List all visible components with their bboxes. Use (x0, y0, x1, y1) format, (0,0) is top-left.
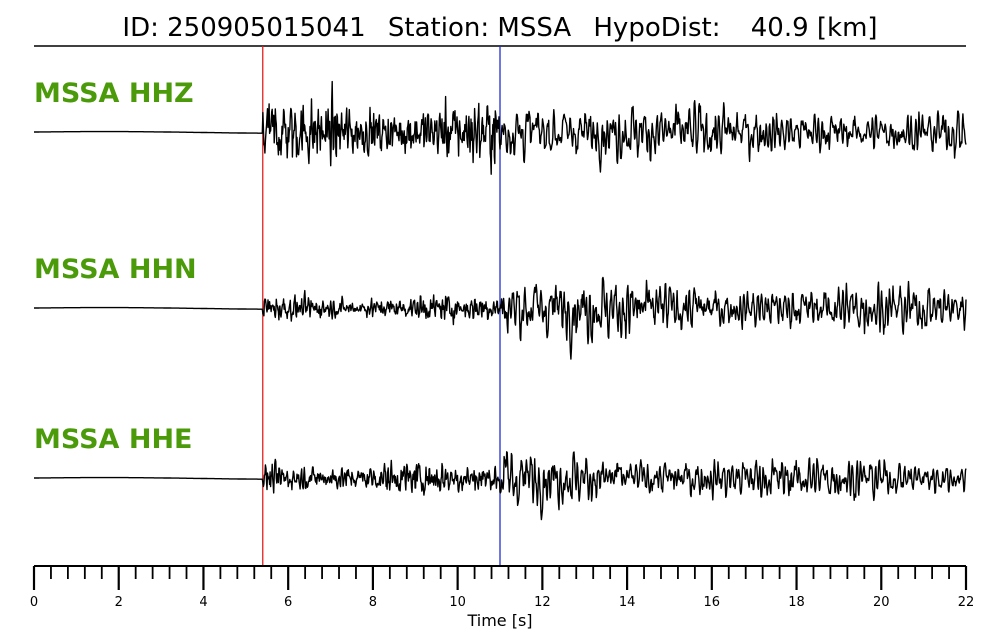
channel-label: MSSA HHE (34, 424, 192, 455)
hypodist-label: HypoDist: (593, 13, 720, 43)
x-tick-label: 0 (30, 595, 38, 610)
x-tick-label: 12 (534, 595, 551, 610)
traces-group (33, 80, 967, 521)
x-tick-label: 18 (788, 595, 805, 610)
waveform-mssa-hhz (33, 80, 967, 175)
x-tick-label: 4 (199, 595, 207, 610)
x-tick-label: 16 (704, 595, 721, 610)
x-tick-label: 8 (369, 595, 377, 610)
channel-labels: MSSA HHZ MSSA HHN MSSA HHE (34, 78, 197, 455)
hypodist-value: 40.9 (751, 13, 809, 43)
waveform-mssa-hhn (33, 276, 967, 360)
channel-label: MSSA HHN (34, 254, 197, 285)
x-tick-label: 22 (958, 595, 975, 610)
channel-label: MSSA HHZ (34, 78, 194, 109)
station-value: MSSA (497, 13, 571, 43)
x-tick-label: 6 (284, 595, 292, 610)
x-tick-label: 2 (115, 595, 123, 610)
figure-title: ID: 250905015041 Station: MSSA HypoDist:… (122, 13, 877, 43)
x-axis: 0 2 4 6 8 10 12 14 16 18 20 22 (30, 565, 975, 610)
x-tick-label: 14 (619, 595, 636, 610)
waveform-mssa-hhe (33, 451, 967, 521)
id-value: 250905015041 (167, 13, 366, 43)
x-axis-label: Time [s] (466, 611, 532, 630)
hypodist-unit: [km] (817, 13, 878, 43)
x-tick-label: 20 (873, 595, 890, 610)
id-label: ID: (122, 13, 158, 43)
station-label: Station: (388, 13, 489, 43)
x-tick-label: 10 (449, 595, 466, 610)
